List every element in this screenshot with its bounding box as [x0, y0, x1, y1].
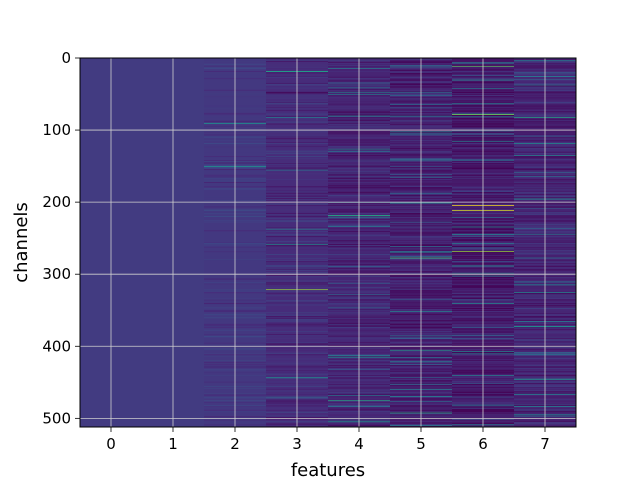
y-tick-label: 100: [42, 121, 71, 139]
x-tick-label: 7: [540, 435, 550, 453]
y-axis-ticks: 0 100 200 300 400 500: [42, 49, 80, 427]
x-axis-ticks: 0 1 2 3 4 5 6 7: [106, 427, 550, 453]
x-tick-label: 0: [106, 435, 116, 453]
heatmap-cells: [80, 58, 577, 428]
y-tick-label: 400: [42, 337, 71, 355]
x-tick-label: 4: [354, 435, 364, 453]
x-tick-label: 2: [230, 435, 240, 453]
x-tick-label: 6: [478, 435, 488, 453]
y-axis-label: channels: [11, 202, 32, 283]
x-tick-label: 3: [292, 435, 302, 453]
y-tick-label: 200: [42, 193, 71, 211]
y-tick-label: 300: [42, 265, 71, 283]
y-tick-label: 0: [61, 49, 71, 67]
x-tick-label: 1: [168, 435, 178, 453]
x-axis-label: features: [291, 460, 365, 480]
y-tick-label: 500: [42, 409, 71, 427]
plot-frame: [79, 57, 577, 428]
x-tick-label: 5: [416, 435, 426, 453]
